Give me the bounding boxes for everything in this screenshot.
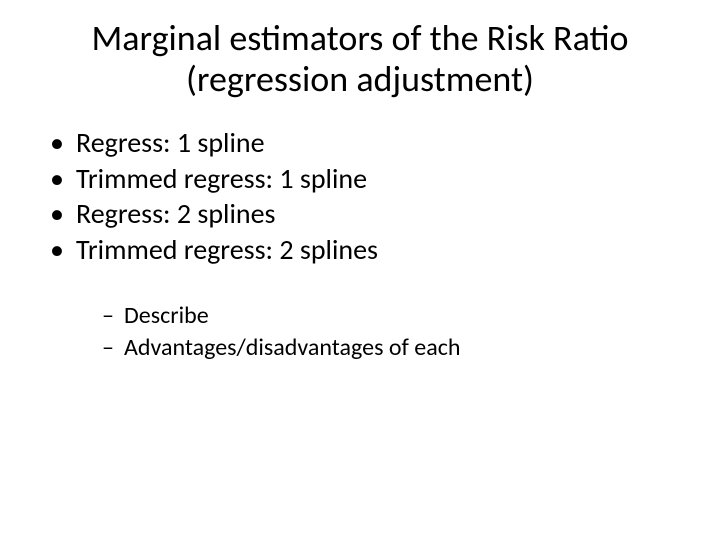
title-line-1: Marginal estimators of the Risk Ratio xyxy=(91,16,628,60)
bullet-icon: • xyxy=(50,196,76,232)
list-item: – Advantages/disadvantages of each xyxy=(102,332,680,364)
bullet-icon: • xyxy=(50,232,76,268)
sub-bullet-text: Describe xyxy=(124,300,209,332)
bullet-text: Trimmed regress: 1 spline xyxy=(76,161,367,197)
title-line-2: (regression adjustment) xyxy=(186,57,534,101)
main-bullet-list: • Regress: 1 spline • Trimmed regress: 1… xyxy=(50,125,680,268)
list-item: • Regress: 2 splines xyxy=(50,196,680,232)
bullet-text: Trimmed regress: 2 splines xyxy=(76,232,378,268)
bullet-text: Regress: 2 splines xyxy=(76,196,276,232)
list-item: – Describe xyxy=(102,300,680,332)
list-item: • Trimmed regress: 1 spline xyxy=(50,161,680,197)
slide: Marginal estimators of the Risk Ratio (r… xyxy=(0,0,720,540)
sub-bullet-text: Advantages/disadvantages of each xyxy=(124,332,460,364)
dash-icon: – xyxy=(102,332,124,364)
list-item: • Regress: 1 spline xyxy=(50,125,680,161)
bullet-icon: • xyxy=(50,125,76,161)
dash-icon: – xyxy=(102,300,124,332)
bullet-text: Regress: 1 spline xyxy=(76,125,265,161)
sub-bullet-list: – Describe – Advantages/disadvantages of… xyxy=(102,300,680,365)
slide-title: Marginal estimators of the Risk Ratio (r… xyxy=(40,18,680,101)
list-item: • Trimmed regress: 2 splines xyxy=(50,232,680,268)
bullet-icon: • xyxy=(50,161,76,197)
